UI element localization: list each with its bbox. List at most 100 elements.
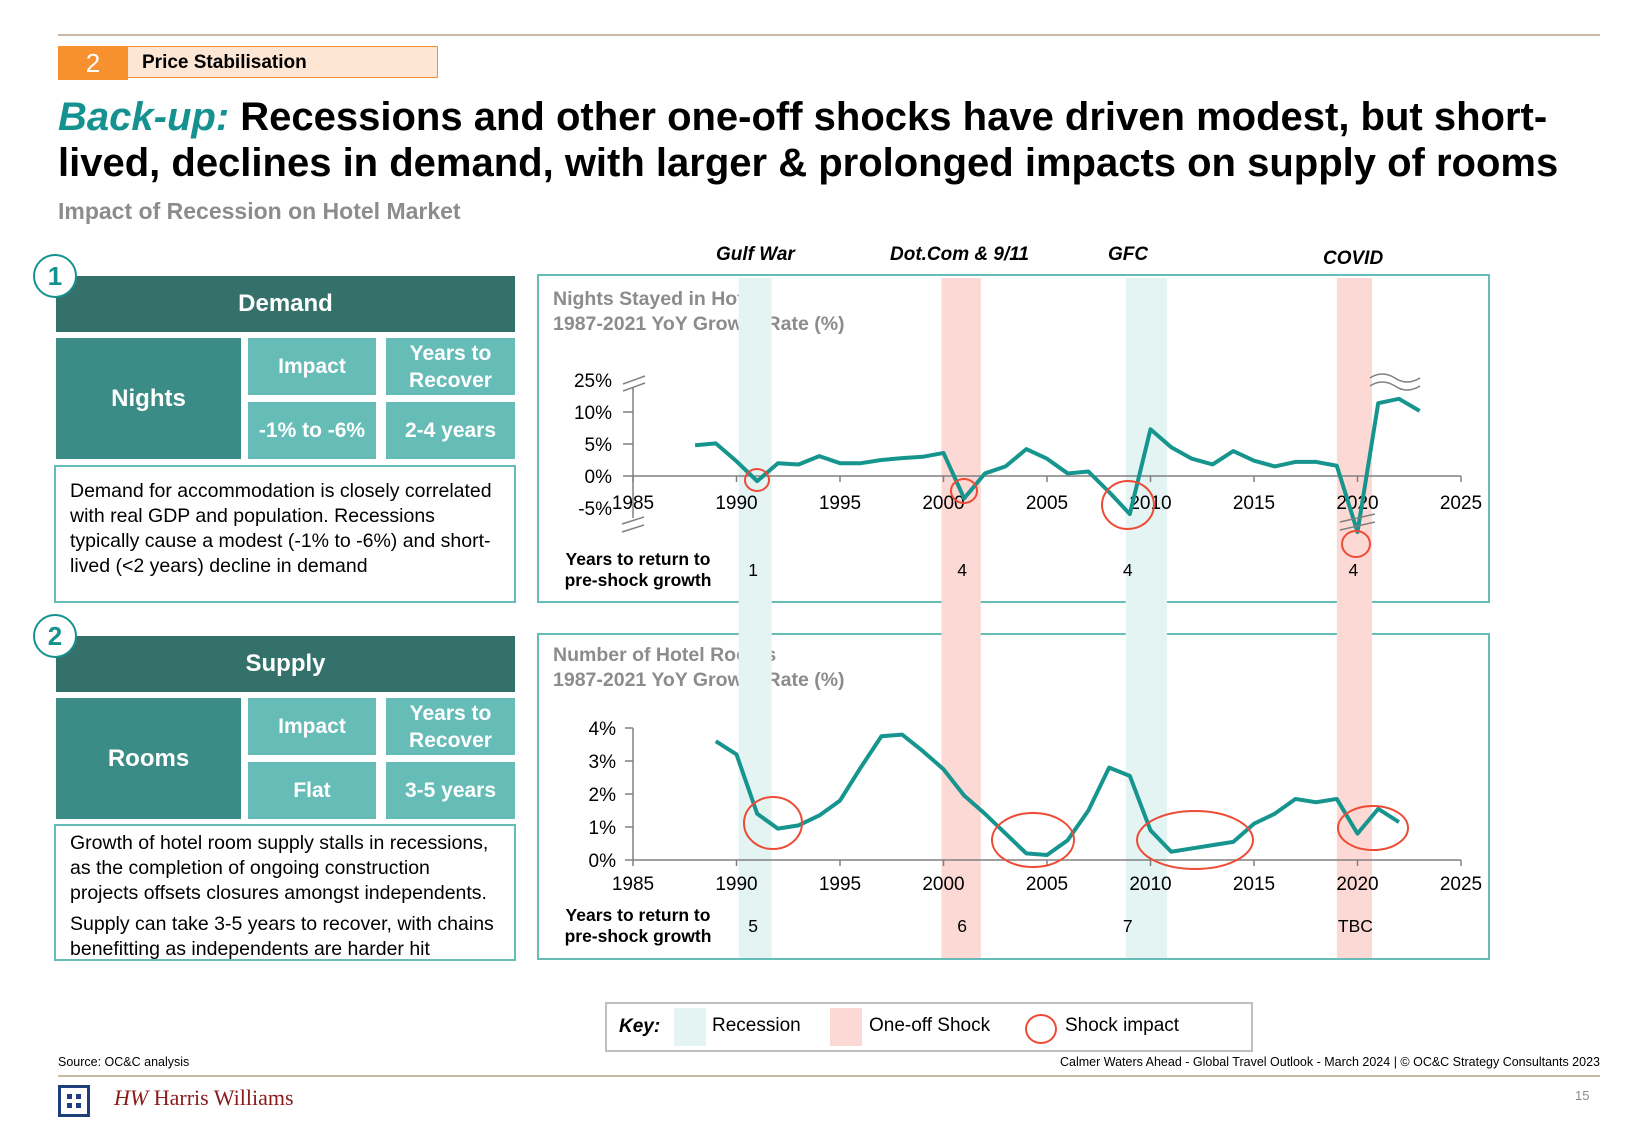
rooms-shock-ellipse-1	[991, 812, 1075, 868]
nights-y-tick-label: 0%	[585, 467, 613, 488]
demand-description-text: Demand for accommodation is closely corr…	[70, 480, 492, 577]
rooms-y-tick-label: 1%	[589, 818, 617, 839]
rooms-y-tick-label: 4%	[589, 719, 617, 740]
rooms-x-tick-label: 2010	[1129, 874, 1171, 895]
nights-x-tick-label: 2005	[1026, 493, 1068, 514]
nights-y-tick-label: 25%	[574, 371, 612, 392]
nights-x-tick-label: 1995	[819, 493, 861, 514]
nights-axis-break-mark	[621, 524, 645, 533]
nights-recovery-value-2: 4	[1123, 560, 1133, 580]
nights-axis-break-mark	[621, 516, 645, 525]
nights-y-tick-label: -5%	[578, 499, 612, 520]
nights-chart-frame	[537, 274, 1490, 603]
nights-shock-circle-3	[1341, 530, 1371, 558]
event-covid: COVID	[1323, 248, 1384, 269]
supply-metric: Rooms	[56, 698, 241, 819]
rooms-x-tick-label: 1995	[819, 874, 861, 895]
demand-metric: Nights	[56, 338, 241, 459]
nights-x-tick-label: 2025	[1440, 493, 1482, 514]
supply-description-text-2: Supply can take 3-5 years to recover, wi…	[70, 913, 494, 960]
nights-x-tick-label: 2010	[1129, 493, 1171, 514]
rooms-recovery-label-2: pre-shock growth	[565, 926, 712, 946]
nights-x-tick-label: 2020	[1336, 493, 1378, 514]
harris-williams-logo: HW Harris Williams	[114, 1085, 294, 1111]
demand-impact-value: -1% to -6%	[248, 402, 376, 459]
rooms-recovery-value-1: 6	[957, 916, 967, 936]
rooms-y-tick-label: 2%	[589, 785, 617, 806]
rooms-shock-ellipse-2	[1136, 810, 1254, 870]
rooms-x-tick-label: 2015	[1233, 874, 1275, 895]
nights-series-break-high	[1369, 373, 1421, 383]
section-label: Price Stabilisation	[128, 46, 438, 78]
nights-y-tick-label: 5%	[585, 435, 613, 456]
key-impact-swatch	[1025, 1014, 1057, 1044]
shock-band-0	[941, 278, 981, 958]
title-line1: Recessions and other one-off shocks have…	[240, 95, 1548, 139]
hw-brand: Harris Williams	[153, 1085, 294, 1110]
page-subtitle: Impact of Recession on Hotel Market	[58, 198, 461, 224]
recession-band-1	[1125, 278, 1168, 958]
rooms-recovery-value-3: TBC	[1338, 916, 1373, 936]
footer-copyright: Calmer Waters Ahead - Global Travel Outl…	[1059, 1055, 1600, 1069]
supply-impact-value: Flat	[248, 762, 376, 819]
nights-shock-circle-1	[950, 478, 978, 504]
rooms-x-tick-label: 2000	[922, 874, 964, 895]
event-gfc: GFC	[1108, 244, 1149, 265]
key-recession-label: Recession	[712, 1015, 801, 1036]
rooms-recovery-label-1: Years to return to	[566, 905, 711, 925]
nights-shock-circle-2	[1101, 480, 1155, 530]
supply-description-text-1: Growth of hotel room supply stalls in re…	[70, 832, 489, 904]
rooms-shock-ellipse-0	[743, 796, 803, 850]
event-dotcom: Dot.Com & 9/11	[890, 244, 1030, 265]
demand-recover-value: 2-4 years	[386, 402, 515, 459]
nights-x-tick-label: 2015	[1233, 493, 1275, 514]
shock-band-1	[1336, 278, 1372, 958]
nights-series-break-low	[1339, 513, 1376, 523]
nights-recovery-label-1: Years to return to	[566, 549, 711, 569]
key-shock-swatch	[830, 1008, 862, 1046]
footer-source: Source: OC&C analysis	[58, 1055, 190, 1069]
bottom-divider	[58, 1075, 1600, 1077]
rooms-shock-ellipse-3	[1337, 805, 1409, 851]
nights-series-break-high	[1369, 381, 1421, 391]
rooms-x-tick-label: 1990	[715, 874, 757, 895]
nights-x-tick-label: 1990	[715, 493, 757, 514]
page-title: Back-up: Recessions and other one-off sh…	[58, 94, 1618, 186]
supply-header: Supply	[56, 636, 515, 692]
occ-logo-icon	[58, 1085, 90, 1117]
supply-badge: 2	[33, 614, 77, 658]
supply-impact-label: Impact	[248, 698, 376, 755]
key-impact-label: Shock impact	[1065, 1015, 1180, 1036]
nights-axis-break-mark	[622, 375, 646, 385]
rooms-series-line	[714, 732, 1400, 858]
nights-recovery-value-3: 4	[1348, 560, 1358, 580]
rooms-chart-frame	[537, 633, 1490, 960]
event-gulf-war: Gulf War	[716, 244, 795, 265]
nights-series-line	[694, 396, 1421, 534]
legend-key: Key: Recession One-off Shock Shock impac…	[605, 1002, 1253, 1052]
page-number: 15	[1575, 1088, 1590, 1103]
nights-series-break-low	[1339, 521, 1376, 531]
supply-recover-label: Years to Recover	[386, 698, 515, 755]
section-number: 2	[58, 46, 128, 80]
rooms-recovery-value-0: 5	[748, 916, 758, 936]
nights-shock-circle-0	[744, 468, 770, 492]
rooms-recovery-value-2: 7	[1123, 916, 1133, 936]
demand-description: Demand for accommodation is closely corr…	[54, 465, 516, 603]
nights-recovery-value-0: 1	[748, 560, 758, 580]
demand-badge: 1	[33, 254, 77, 298]
rooms-x-tick-label: 2020	[1336, 874, 1378, 895]
title-highlight: Back-up:	[58, 95, 230, 139]
rooms-x-tick-label: 2005	[1026, 874, 1068, 895]
rooms-x-tick-label: 2025	[1440, 874, 1482, 895]
nights-chart-title-1: Nights Stayed in Hotels	[553, 288, 771, 310]
recession-band-0	[738, 278, 772, 958]
title-line2: lived, declines in demand, with larger &…	[58, 141, 1559, 185]
rooms-y-tick-label: 0%	[589, 851, 617, 872]
rooms-y-tick-label: 3%	[589, 752, 617, 773]
nights-y-tick-label: 10%	[574, 403, 612, 424]
key-recession-swatch	[674, 1008, 706, 1046]
nights-axis-break-mark	[622, 382, 646, 392]
supply-description: Growth of hotel room supply stalls in re…	[54, 824, 516, 961]
